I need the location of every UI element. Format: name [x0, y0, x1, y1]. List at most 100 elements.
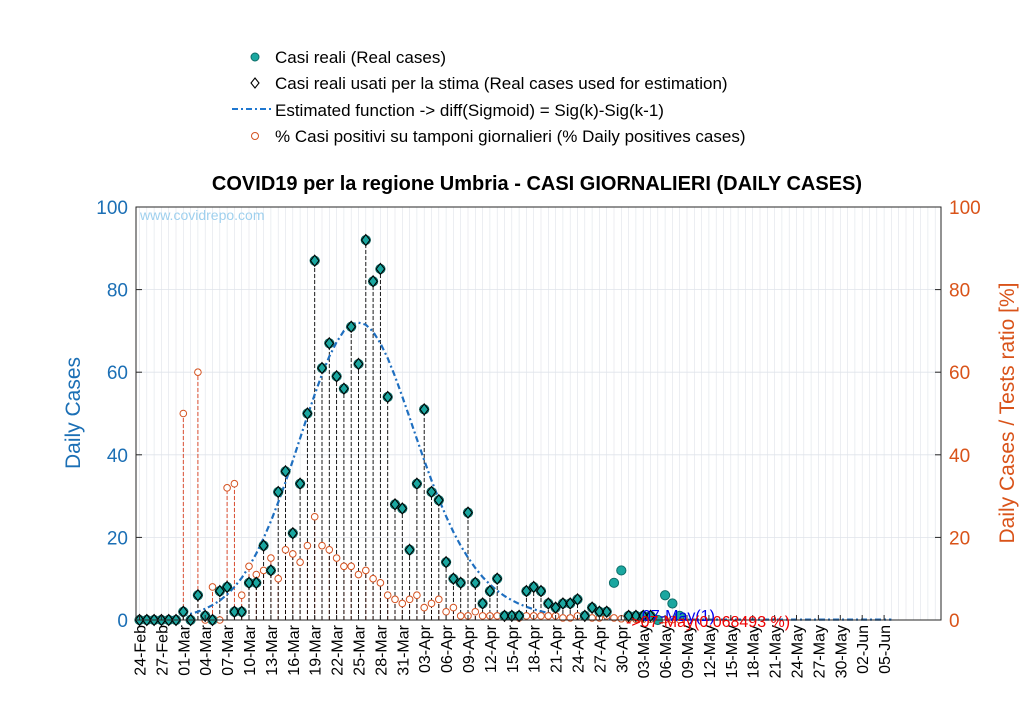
y-left-tick-label: 60: [107, 363, 128, 384]
real-case-point: [287, 528, 298, 539]
annotation-blue-end: 07-May(1): [642, 608, 715, 625]
estimation-point: [156, 613, 167, 627]
positive-ratio-point: [223, 484, 231, 492]
estimation-point: [412, 477, 422, 491]
x-tick-label: 27-May: [811, 625, 828, 678]
positive-ratio-point: [383, 591, 392, 600]
positive-ratio-point: [332, 554, 341, 562]
positive-ratio-point: [296, 558, 304, 566]
estimation-point: [163, 613, 174, 627]
estimation-point: [251, 576, 262, 590]
positive-ratio-point: [362, 566, 370, 575]
x-tick-label: 03-May: [636, 625, 653, 678]
positive-ratio-point: [376, 579, 385, 587]
grid: [136, 206, 941, 621]
estimation-point: [141, 613, 152, 627]
estimation-point: [638, 609, 649, 623]
legend-marker-real-cases: [250, 52, 260, 62]
estimation-point: [506, 609, 517, 623]
positive-ratio-point: [544, 612, 553, 620]
legend-label-estimated-function: Estimated function -> diff(Sigmoid) = Si…: [275, 101, 664, 120]
estimation-point: [309, 254, 320, 268]
estimation-point: [171, 613, 181, 627]
positive-ratio-point: [303, 541, 312, 550]
positive-ratio-point: [310, 512, 319, 521]
estimation-point: [280, 464, 291, 478]
estimation-point: [149, 613, 159, 627]
positive-ratio-point: [318, 541, 326, 550]
estimation-point: [397, 502, 408, 515]
real-case-point: [667, 598, 678, 609]
real-case-point: [316, 362, 328, 374]
estimation-point: [433, 493, 444, 507]
x-tick-label: 24-May: [790, 625, 807, 678]
plot-frame: [135, 206, 942, 621]
positive-ratio-point: [281, 545, 290, 554]
y-left-tick-label: 100: [96, 198, 128, 219]
positive-ratio-point: [442, 607, 450, 616]
estimation-point: [579, 609, 590, 623]
positive-ratio-point: [391, 595, 399, 604]
real-case-point: [353, 358, 364, 370]
real-case-point: [608, 577, 620, 588]
positive-ratio-point: [369, 574, 377, 583]
estimation-point: [353, 357, 364, 371]
positive-ratio-point: [274, 574, 283, 583]
estimation-point: [463, 506, 473, 520]
x-tick-label: 25-Mar: [352, 624, 369, 675]
estimation-point: [419, 402, 430, 416]
x-tick-label: 09-May: [680, 625, 697, 678]
y-right-tick-label: 100: [949, 198, 981, 219]
estimation-point: [448, 572, 459, 586]
real-case-point: [616, 565, 627, 576]
x-tick-label: 30-Apr: [614, 624, 631, 673]
x-tick-label: 06-May: [658, 625, 675, 678]
watermark: www.covidrepo.com: [139, 207, 265, 223]
y-left-tick-label: 0: [117, 611, 128, 632]
x-tick-label: 04-Mar: [198, 624, 215, 675]
x-tick-label: 18-May: [746, 625, 763, 678]
x-tick-label: 27-Feb: [154, 625, 171, 676]
x-tick-label: 06-Apr: [439, 624, 456, 673]
x-tick-label: 07-Mar: [220, 624, 237, 675]
positive-ratio-point: [194, 368, 202, 377]
legend-label-positive-ratio: % Casi positivi su tamponi giornalieri (…: [275, 127, 746, 146]
estimation-point: [514, 609, 524, 623]
estimated-curve-layer: [139, 321, 892, 621]
legend-entry-positive-ratio: % Casi positivi su tamponi giornalieri (…: [251, 127, 746, 146]
real-case-point: [411, 478, 422, 489]
positive-ratio-point: [325, 545, 334, 554]
estimation-point: [441, 555, 451, 569]
real-case-point: [338, 383, 349, 394]
estimation-point: [302, 407, 313, 420]
positive-ratio-point: [471, 607, 480, 616]
estimation-point: [287, 526, 298, 540]
positive-ratio-point: [420, 603, 429, 612]
x-tick-label: 09-Apr: [461, 624, 478, 673]
y-right-tick-label: 0: [949, 611, 960, 632]
real-case-point: [273, 486, 284, 498]
positive-ratio-point: [478, 612, 487, 620]
real-case-point: [404, 544, 415, 555]
positive-ratio-point: [354, 570, 363, 579]
estimation-point: [455, 576, 466, 590]
real-case-point: [579, 610, 590, 621]
positive-ratio-point: [449, 603, 458, 612]
annotation-red-end: ->07-May(0.068493 %): [626, 614, 790, 631]
legend-marker-estimation-cases: [250, 77, 260, 89]
positive-ratio-point: [340, 562, 348, 571]
positive-ratio-point: [456, 612, 465, 620]
legend-marker-positive-ratio: [251, 132, 259, 140]
estimation-point: [339, 382, 349, 396]
y-left-tick-label: 80: [107, 281, 128, 302]
x-tick-label: 28-Mar: [373, 624, 390, 675]
real-case-point: [178, 606, 189, 617]
marks: [134, 233, 685, 627]
estimation-point: [295, 477, 305, 491]
real-case-point: [280, 466, 291, 477]
positive-ratio-point: [289, 550, 297, 558]
real-case-point: [492, 573, 503, 584]
positive-ratio-point: [208, 583, 217, 591]
real-case-point: [419, 404, 430, 415]
